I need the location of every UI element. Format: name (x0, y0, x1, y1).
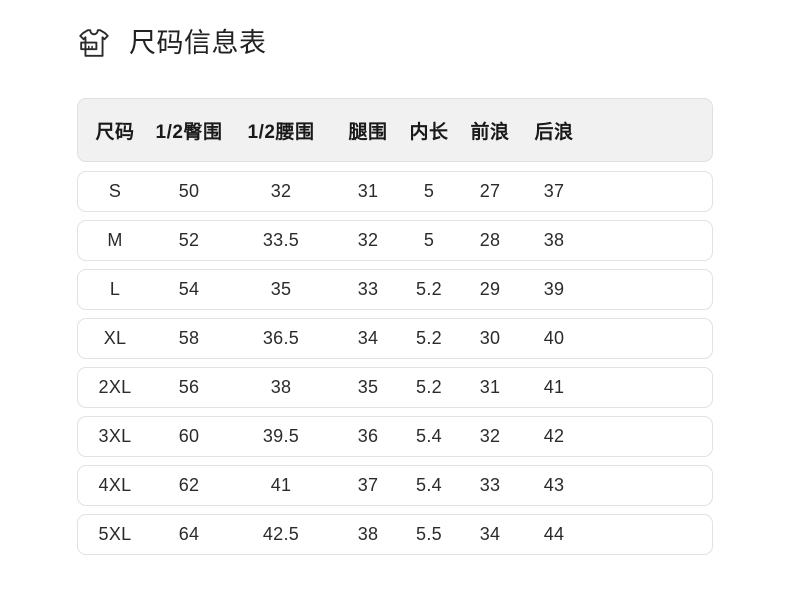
cell-inseam: 5 (423, 181, 435, 201)
cell-inseam: 5.2 (416, 279, 442, 299)
cell-leg: 36 (357, 426, 379, 446)
table-row: XL 58 36.5 34 5.2 30 40 (77, 318, 713, 359)
cell-front-rise: 30 (479, 328, 501, 348)
cell-back-rise: 40 (543, 328, 565, 348)
cell-half-hip: 54 (178, 279, 200, 299)
cell-inseam: 5.2 (416, 328, 442, 348)
table-row: 5XL 64 42.5 38 5.5 34 44 (77, 514, 713, 555)
size-information-table: 尺码 1/2臀围 1/2腰围 腿围 内长 前浪 后浪 S 50 32 31 5 … (77, 98, 713, 555)
cell-back-rise: 38 (543, 230, 565, 250)
table-row: L 54 35 33 5.2 29 39 (77, 269, 713, 310)
cell-leg: 34 (357, 328, 379, 348)
page-header: 尺码信息表 (75, 20, 267, 66)
column-header-size: 尺码 (95, 121, 135, 143)
cell-size: 3XL (98, 426, 132, 446)
cell-leg: 37 (357, 475, 379, 495)
column-header-front-rise: 前浪 (470, 121, 510, 143)
cell-back-rise: 39 (543, 279, 565, 299)
cell-back-rise: 42 (543, 426, 565, 446)
cell-half-hip: 50 (178, 181, 200, 201)
cell-half-hip: 58 (178, 328, 200, 348)
column-header-leg: 腿围 (348, 121, 388, 143)
cell-inseam: 5.5 (416, 524, 442, 544)
cell-half-waist: 32 (270, 181, 292, 201)
cell-half-hip: 56 (178, 377, 200, 397)
table-row: 3XL 60 39.5 36 5.4 32 42 (77, 416, 713, 457)
cell-half-waist: 33.5 (262, 230, 300, 250)
cell-leg: 35 (357, 377, 379, 397)
cell-half-waist: 38 (270, 377, 292, 397)
cell-size: L (109, 279, 121, 299)
cell-back-rise: 41 (543, 377, 565, 397)
table-row: M 52 33.5 32 5 28 38 (77, 220, 713, 261)
cell-size: 2XL (98, 377, 132, 397)
cell-front-rise: 28 (479, 230, 501, 250)
cell-size: M (107, 230, 123, 250)
cell-front-rise: 34 (479, 524, 501, 544)
cell-half-hip: 60 (178, 426, 200, 446)
cell-front-rise: 29 (479, 279, 501, 299)
cell-size: 4XL (98, 475, 132, 495)
table-row: S 50 32 31 5 27 37 (77, 171, 713, 212)
cell-half-waist: 35 (270, 279, 292, 299)
cell-half-hip: 62 (178, 475, 200, 495)
cell-back-rise: 44 (543, 524, 565, 544)
column-header-half-hip: 1/2臀围 (155, 121, 223, 143)
cell-leg: 32 (357, 230, 379, 250)
cell-leg: 31 (357, 181, 379, 201)
cell-front-rise: 31 (479, 377, 501, 397)
cell-half-hip: 64 (178, 524, 200, 544)
page-title: 尺码信息表 (129, 27, 267, 58)
cell-leg: 33 (357, 279, 379, 299)
cell-front-rise: 33 (479, 475, 501, 495)
cell-back-rise: 37 (543, 181, 565, 201)
cell-inseam: 5.2 (416, 377, 442, 397)
column-header-back-rise: 后浪 (534, 121, 574, 143)
cell-size: XL (103, 328, 127, 348)
cell-half-hip: 52 (178, 230, 200, 250)
tshirt-measure-icon (75, 24, 113, 62)
cell-size: 5XL (98, 524, 132, 544)
cell-front-rise: 32 (479, 426, 501, 446)
column-header-inseam: 内长 (409, 121, 449, 143)
cell-leg: 38 (357, 524, 379, 544)
column-header-half-waist: 1/2腰围 (247, 121, 315, 143)
cell-half-waist: 39.5 (262, 426, 300, 446)
cell-half-waist: 42.5 (262, 524, 300, 544)
cell-half-waist: 41 (270, 475, 292, 495)
cell-back-rise: 43 (543, 475, 565, 495)
cell-inseam: 5.4 (416, 475, 442, 495)
cell-inseam: 5 (423, 230, 435, 250)
cell-front-rise: 27 (479, 181, 501, 201)
cell-size: S (108, 181, 122, 201)
table-header-row: 尺码 1/2臀围 1/2腰围 腿围 内长 前浪 后浪 (77, 98, 713, 162)
table-row: 2XL 56 38 35 5.2 31 41 (77, 367, 713, 408)
cell-inseam: 5.4 (416, 426, 442, 446)
table-row: 4XL 62 41 37 5.4 33 43 (77, 465, 713, 506)
cell-half-waist: 36.5 (262, 328, 300, 348)
